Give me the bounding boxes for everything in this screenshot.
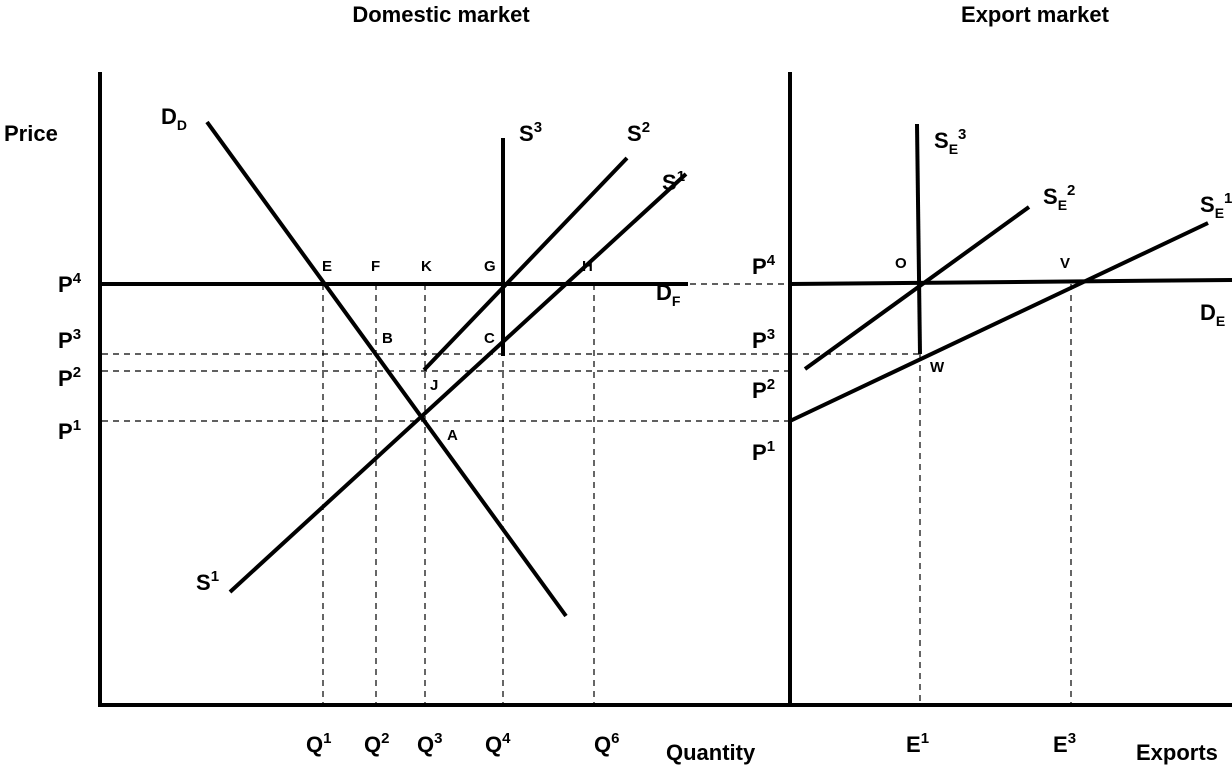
de-curve bbox=[789, 278, 1232, 286]
domestic-x-axis-label: Quantity bbox=[666, 740, 756, 765]
point-label-f: F bbox=[371, 258, 380, 275]
domestic-price-label-p4: P4 bbox=[58, 270, 82, 297]
export-price-label-p3: P3 bbox=[752, 326, 775, 353]
s2-curve-label: S2 bbox=[627, 119, 650, 146]
export-price-label-p1: P1 bbox=[752, 438, 775, 465]
export-label-e1: E1 bbox=[906, 730, 929, 757]
export-price-label-p4: P4 bbox=[752, 252, 776, 279]
domestic-y-axis-label: Price bbox=[4, 121, 58, 146]
domestic-title: Domestic market bbox=[352, 2, 530, 27]
dd-curve-label: DD bbox=[161, 104, 187, 133]
point-label-k: K bbox=[421, 258, 432, 275]
point-label-v: V bbox=[1060, 255, 1070, 272]
domestic-price-label-p2: P2 bbox=[58, 364, 81, 391]
point-label-h: H bbox=[582, 258, 593, 275]
point-label-a: A bbox=[447, 427, 458, 444]
export-title: Export market bbox=[961, 2, 1110, 27]
point-label-e: E bbox=[322, 258, 332, 275]
dd-curve bbox=[205, 120, 568, 618]
s2-curve bbox=[422, 156, 629, 372]
export-price-label-p2: P2 bbox=[752, 376, 775, 403]
point-label-j: J bbox=[430, 377, 438, 394]
df-curve-label: DF bbox=[656, 280, 681, 309]
se1-curve bbox=[789, 221, 1209, 423]
quantity-label-q2: Q2 bbox=[364, 730, 389, 757]
export-label-e3: E3 bbox=[1053, 730, 1076, 757]
quantity-label-q1: Q1 bbox=[306, 730, 331, 757]
point-label-g: G bbox=[484, 258, 496, 275]
se2-curve bbox=[803, 205, 1031, 371]
quantity-label-q4: Q4 bbox=[485, 730, 511, 757]
domestic-price-label-p3: P3 bbox=[58, 326, 81, 353]
s1-curve-label-bottom: S1 bbox=[196, 568, 219, 595]
s1-curve-label-top: S1 bbox=[662, 168, 685, 195]
s3-curve-label: S3 bbox=[519, 119, 542, 146]
se2-curve-label: SE2 bbox=[1043, 182, 1075, 213]
point-label-w: W bbox=[930, 359, 945, 376]
point-label-b: B bbox=[382, 330, 393, 347]
s1-curve bbox=[228, 172, 688, 594]
point-label-c: C bbox=[484, 330, 495, 347]
quantity-label-q3: Q3 bbox=[417, 730, 442, 757]
point-label-o: O bbox=[895, 255, 907, 272]
domestic-price-label-p1: P1 bbox=[58, 417, 81, 444]
export-x-axis-label: Exports bbox=[1136, 740, 1218, 765]
se3-curve bbox=[915, 123, 922, 355]
quantity-label-q6: Q6 bbox=[594, 730, 619, 757]
se3-curve-label: SE3 bbox=[934, 126, 966, 157]
de-curve-label: DE bbox=[1200, 300, 1225, 329]
se1-curve-label: SE1 bbox=[1200, 190, 1232, 221]
